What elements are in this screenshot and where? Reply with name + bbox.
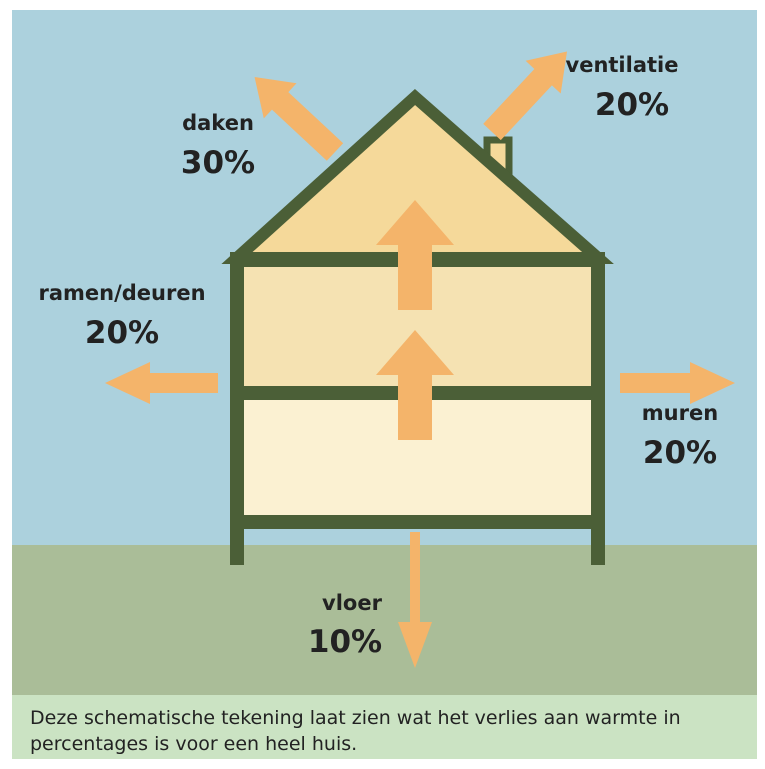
label-percent: 20% <box>643 435 717 471</box>
diagram: daken 30% ventilatie 20% ramen/deuren 20… <box>0 0 765 769</box>
caption-box: Deze schematische tekening laat zien wat… <box>12 695 757 759</box>
label-percent: 30% <box>181 145 255 181</box>
label-percent: 20% <box>85 315 159 351</box>
label-name: ventilatie <box>566 53 679 77</box>
caption: Deze schematische tekening laat zien wat… <box>30 705 720 757</box>
label-name: muren <box>642 401 718 425</box>
ground <box>12 545 757 695</box>
label-percent: 20% <box>595 87 669 123</box>
page: daken 30% ventilatie 20% ramen/deuren 20… <box>0 0 765 769</box>
label-name: daken <box>182 111 254 135</box>
label-name: ramen/deuren <box>38 281 205 305</box>
label-percent: 10% <box>308 624 382 660</box>
label-name: vloer <box>322 591 383 615</box>
